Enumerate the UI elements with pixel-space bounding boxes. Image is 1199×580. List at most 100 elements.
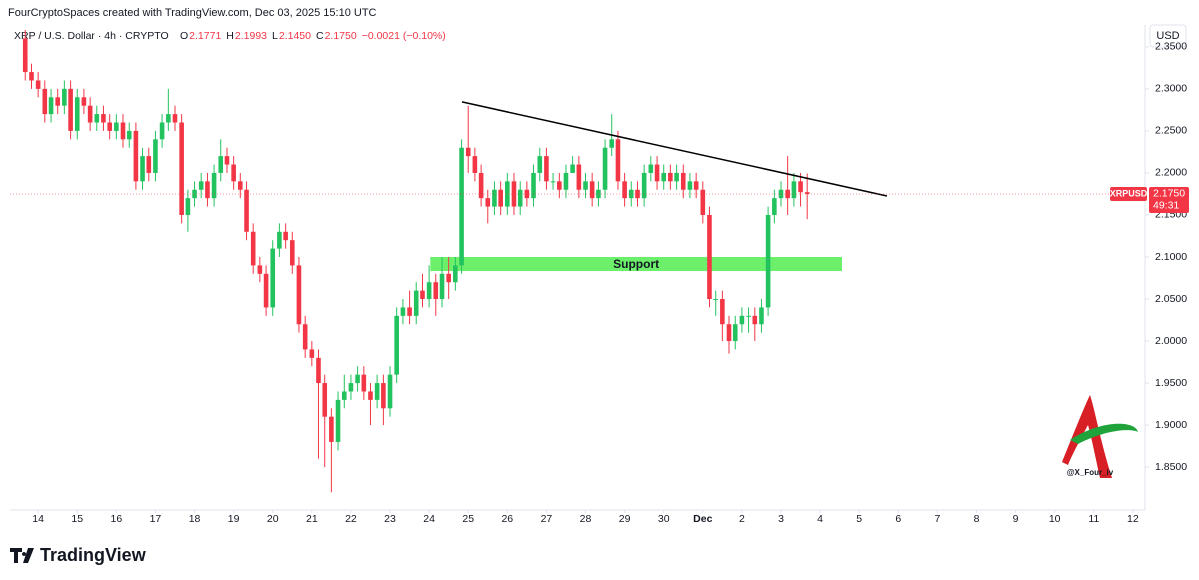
candle-body <box>101 114 106 123</box>
candle-body <box>341 391 347 400</box>
candle-body <box>48 97 54 115</box>
ohlc-key: C <box>316 30 324 42</box>
candle-body <box>459 147 464 266</box>
x-tick-label: 22 <box>345 513 357 525</box>
candle-body <box>492 189 497 207</box>
countdown: 49:31 <box>1153 200 1179 212</box>
candle-body <box>798 181 803 193</box>
candle-body <box>140 156 145 182</box>
credit: FourCryptoSpaces created with TradingVie… <box>8 7 377 19</box>
trendline <box>461 101 888 197</box>
candle-body <box>211 172 217 199</box>
candle-body <box>544 156 549 182</box>
x-tick-label: 26 <box>501 513 513 525</box>
candle-body <box>87 105 93 123</box>
candle-body <box>55 97 60 106</box>
currency[interactable]: USD <box>1156 30 1179 42</box>
candle-body <box>661 172 667 182</box>
candle-body <box>557 181 562 190</box>
x-tick-label: 25 <box>462 513 474 525</box>
candle-body <box>368 391 373 400</box>
y-tick-label: 2.3500 <box>1155 41 1187 53</box>
plot: 1.85001.90001.95002.00002.05002.10002.15… <box>10 30 1189 525</box>
ohlc-key: H <box>226 30 234 42</box>
x-tick-label: 17 <box>150 513 162 525</box>
candle-body <box>668 172 673 182</box>
candle-body <box>153 139 158 173</box>
candle-body <box>81 97 87 106</box>
ohlc-value: 2.1750 <box>325 30 357 42</box>
candle-body <box>146 156 152 173</box>
candle-body <box>511 181 517 207</box>
candle-body <box>68 88 73 131</box>
candle-body <box>720 299 725 325</box>
candle-body <box>62 88 67 106</box>
x-tick-label: 6 <box>895 513 901 525</box>
candle-body <box>42 88 48 115</box>
symbol-tag-bg <box>1110 186 1147 201</box>
candle-body <box>517 189 523 207</box>
candle-body <box>615 139 621 182</box>
y-tick-label: 2.1000 <box>1155 251 1187 263</box>
candle-body <box>550 181 556 183</box>
candle-body <box>791 181 797 199</box>
candle-body <box>374 383 380 400</box>
candle-body <box>250 231 256 266</box>
candle-body <box>687 181 693 190</box>
y-tick-label: 2.3000 <box>1155 83 1187 95</box>
candle-body <box>413 290 419 316</box>
candle-body <box>387 374 393 409</box>
candle-body <box>348 383 354 392</box>
candle-body <box>172 114 178 123</box>
candle-body <box>654 164 660 182</box>
ohlc-legend: O 2.1771 H 2.1993 L 2.1450 C 2.1750 −0.0021 (−0.… <box>180 30 446 42</box>
candle-body <box>746 315 751 317</box>
x-tick-label: 4 <box>817 513 823 525</box>
x-tick-label: 12 <box>1127 513 1139 525</box>
candle-body <box>759 307 764 325</box>
x-tick-label: 16 <box>111 513 123 525</box>
candle-body <box>198 181 204 190</box>
y-tick-label: 1.8500 <box>1155 461 1187 473</box>
brand-icon <box>10 548 34 563</box>
candle-body <box>407 307 412 316</box>
candle-body <box>576 164 582 190</box>
candle-body <box>329 416 334 442</box>
candle-body <box>648 164 654 173</box>
candle-body <box>674 172 679 182</box>
candle-body <box>22 38 28 73</box>
candle-body <box>107 122 112 131</box>
logo-swoosh <box>1070 423 1138 444</box>
candle-body <box>420 290 425 300</box>
currency-button[interactable] <box>1149 24 1187 48</box>
x-tick-label: 21 <box>306 513 318 525</box>
candle-body <box>302 324 308 350</box>
candle-body <box>179 122 184 215</box>
candle-body <box>237 181 243 190</box>
x-tick-label: 24 <box>423 513 435 525</box>
candle-body <box>433 282 439 300</box>
zone-label: Support <box>613 257 659 271</box>
candle-body <box>570 164 575 173</box>
brand-logo: TradingView <box>10 545 147 565</box>
x-tick-label: 15 <box>71 513 83 525</box>
y-tick-label: 2.2000 <box>1155 167 1187 179</box>
candle-body <box>192 189 197 199</box>
candle-body <box>563 172 569 190</box>
candle-body <box>283 231 288 241</box>
candle-body <box>680 172 686 190</box>
candle-body <box>94 114 100 123</box>
candle-body <box>772 198 777 215</box>
candle-body <box>263 273 269 308</box>
x-tick-label: 7 <box>934 513 940 525</box>
candle-body <box>120 122 126 140</box>
candle-body <box>765 214 771 308</box>
x-tick-label: 11 <box>1088 513 1099 525</box>
x-tick-label: 27 <box>541 513 553 525</box>
candle-body <box>472 156 478 173</box>
candle-body <box>707 214 712 300</box>
candle-body <box>713 299 719 301</box>
candle-body <box>498 189 503 207</box>
candle-body <box>218 156 224 173</box>
candle-body <box>361 374 367 392</box>
